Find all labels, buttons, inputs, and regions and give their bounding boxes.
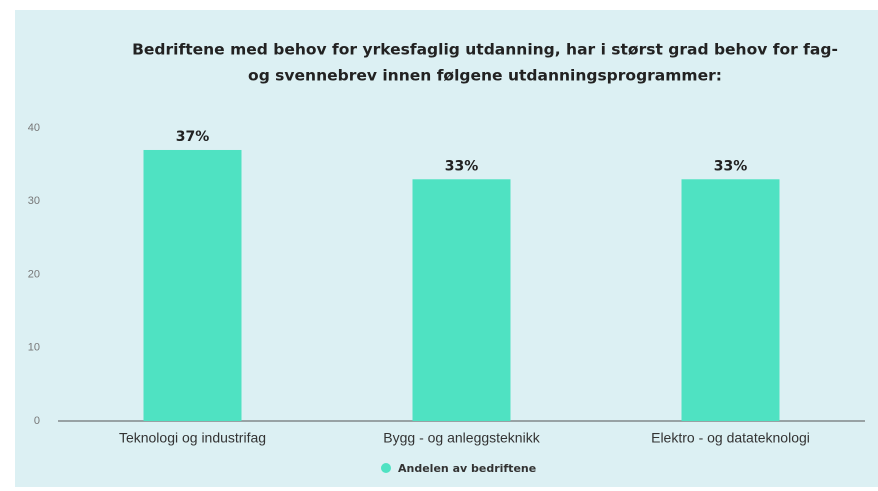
y-tick-label: 40 xyxy=(28,122,40,134)
y-tick-label: 20 xyxy=(28,268,40,280)
y-tick-label: 0 xyxy=(34,415,40,427)
bar xyxy=(143,149,242,421)
bar xyxy=(412,179,511,421)
data-label: 33% xyxy=(445,158,479,174)
x-tick-label: Elektro - og datateknologi xyxy=(651,430,810,446)
y-tick-label: 30 xyxy=(28,195,40,207)
x-tick-label: Teknologi og industrifag xyxy=(119,430,266,446)
bar xyxy=(681,179,780,421)
data-label: 33% xyxy=(714,158,748,174)
legend-label: Andelen av bedriftene xyxy=(398,462,536,475)
y-tick-label: 10 xyxy=(28,342,40,354)
x-tick-label: Bygg - og anleggsteknikk xyxy=(383,430,540,446)
chart-title: og svennebrev innen følgene utdanningspr… xyxy=(248,67,722,85)
legend-swatch xyxy=(381,463,391,473)
chart-title: Bedriftene med behov for yrkesfaglig utd… xyxy=(132,41,838,59)
data-label: 37% xyxy=(176,129,210,145)
